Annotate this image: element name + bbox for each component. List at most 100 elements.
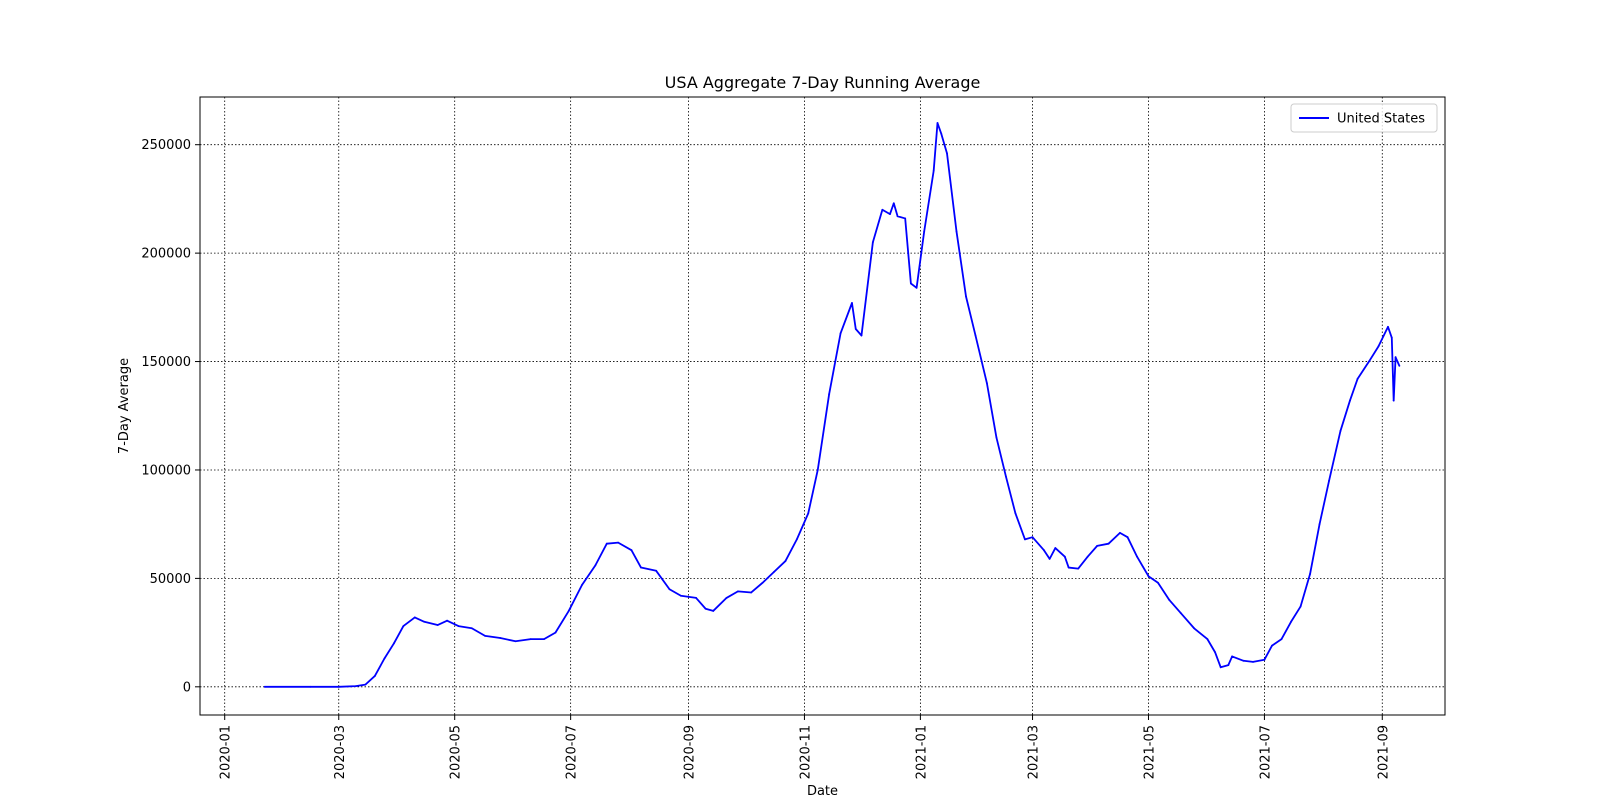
data-point bbox=[594, 564, 597, 567]
y-tick-label: 200000 bbox=[141, 247, 191, 262]
data-point bbox=[1136, 555, 1138, 558]
data-point bbox=[816, 469, 819, 471]
data-point bbox=[995, 436, 998, 439]
data-point bbox=[695, 597, 697, 599]
legend-box bbox=[1290, 103, 1438, 133]
data-point bbox=[1048, 557, 1051, 560]
x-tick-label: 2020-05 bbox=[449, 725, 464, 779]
data-point bbox=[955, 230, 958, 233]
legend: United States bbox=[1290, 103, 1438, 133]
data-point bbox=[1339, 430, 1342, 432]
data-point bbox=[402, 625, 405, 627]
x-tick-label: 2020-11 bbox=[798, 725, 813, 779]
data-point bbox=[1031, 536, 1034, 539]
data-point bbox=[640, 566, 642, 569]
data-point bbox=[795, 538, 798, 541]
data-point bbox=[581, 583, 583, 586]
data-point bbox=[828, 393, 831, 395]
data-point bbox=[965, 295, 967, 298]
axis-ticks: 2020-01 2020-03 2020-05 2020-07 2020-09 2020-… bbox=[141, 138, 1391, 779]
data-point bbox=[860, 334, 863, 337]
data-point bbox=[1147, 575, 1150, 578]
data-point bbox=[354, 685, 357, 688]
data-point bbox=[655, 569, 658, 572]
data-point bbox=[1005, 475, 1007, 478]
y-axis-title: 7-Day Average bbox=[117, 358, 132, 454]
data-point bbox=[896, 215, 899, 218]
data-point bbox=[1014, 512, 1017, 515]
data-point bbox=[554, 631, 557, 634]
data-point bbox=[668, 588, 671, 591]
data-point bbox=[436, 624, 439, 626]
series-line-united-states bbox=[264, 122, 1401, 688]
data-point bbox=[1206, 638, 1209, 641]
data-point bbox=[1157, 581, 1159, 584]
y-tick-label: 150000 bbox=[141, 355, 191, 370]
data-point bbox=[807, 512, 810, 515]
data-point bbox=[1290, 620, 1292, 623]
data-point bbox=[679, 594, 682, 597]
data-point bbox=[529, 638, 532, 641]
x-tick-label: 2021-07 bbox=[1258, 725, 1273, 779]
data-point bbox=[1309, 573, 1311, 575]
data-point bbox=[1214, 651, 1216, 654]
data-point bbox=[1043, 549, 1045, 552]
data-point bbox=[712, 610, 715, 612]
data-point bbox=[605, 542, 608, 545]
data-point bbox=[725, 597, 728, 599]
data-point bbox=[1231, 655, 1234, 658]
data-point bbox=[1377, 345, 1380, 348]
data-point bbox=[704, 607, 707, 610]
data-point bbox=[630, 549, 633, 552]
data-point bbox=[940, 132, 943, 135]
data-point bbox=[936, 122, 939, 124]
x-tick-label: 2020-07 bbox=[565, 725, 580, 779]
data-point bbox=[986, 382, 988, 385]
data-point bbox=[263, 685, 266, 688]
data-point bbox=[1179, 612, 1182, 614]
x-tick-label: 2020-01 bbox=[219, 725, 234, 779]
data-point bbox=[851, 302, 853, 304]
data-point bbox=[881, 208, 884, 211]
plot-frame bbox=[199, 96, 1446, 716]
data-point bbox=[784, 560, 787, 562]
data-point bbox=[1390, 336, 1393, 339]
data-point bbox=[1356, 377, 1359, 380]
data-point bbox=[373, 675, 376, 677]
data-point bbox=[750, 591, 753, 594]
data-point bbox=[1328, 479, 1330, 482]
data-point bbox=[923, 230, 926, 233]
data-point bbox=[543, 638, 545, 641]
data-point bbox=[423, 620, 426, 623]
data-point bbox=[1387, 325, 1389, 328]
data-point bbox=[1252, 660, 1254, 663]
data-point bbox=[1349, 399, 1351, 402]
data-point bbox=[889, 213, 891, 215]
data-point bbox=[909, 282, 912, 285]
x-tick-label: 2021-03 bbox=[1027, 725, 1042, 779]
data-point bbox=[1368, 360, 1370, 363]
data-point bbox=[457, 625, 460, 627]
x-tick-label: 2020-03 bbox=[333, 725, 348, 779]
x-tick-label: 2021-01 bbox=[914, 725, 929, 779]
data-point bbox=[974, 334, 977, 337]
data-point bbox=[1067, 566, 1070, 569]
data-point bbox=[839, 332, 842, 335]
data-point bbox=[1126, 536, 1129, 539]
data-point bbox=[1242, 659, 1245, 662]
data-point bbox=[737, 590, 739, 593]
data-point bbox=[1119, 531, 1121, 534]
data-point bbox=[364, 683, 367, 686]
data-point bbox=[904, 217, 907, 220]
data-point bbox=[1227, 664, 1230, 667]
x-tick-label: 2021-05 bbox=[1142, 725, 1157, 779]
data-point bbox=[617, 541, 620, 544]
data-point bbox=[871, 241, 874, 244]
data-point bbox=[1263, 658, 1266, 661]
data-point bbox=[1193, 627, 1195, 630]
data-point bbox=[309, 685, 312, 688]
data-point bbox=[567, 610, 570, 612]
data-point bbox=[499, 637, 502, 639]
data-point bbox=[1299, 605, 1302, 608]
